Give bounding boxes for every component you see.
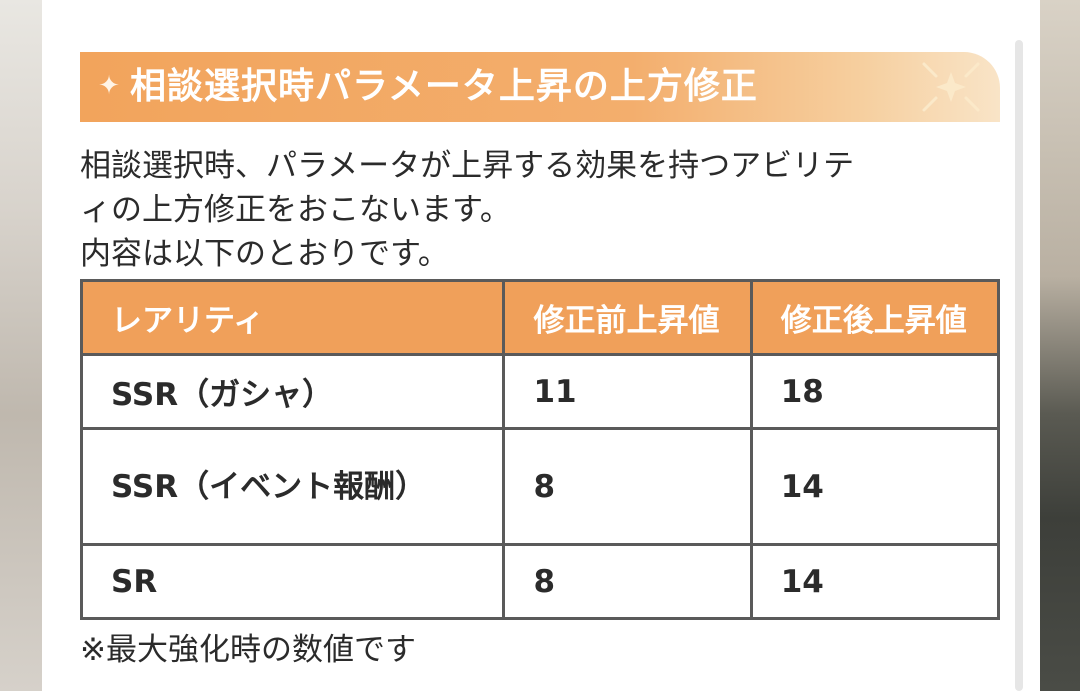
sparkle-icon [922, 62, 980, 112]
column-header-before: 修正前上昇値 [502, 279, 753, 356]
cell-before: 8 [502, 427, 753, 546]
scrollbar[interactable] [1015, 40, 1023, 691]
background-right [1040, 0, 1080, 691]
section-heading: ✦ 相談選択時パラメータ上昇の上方修正 [80, 52, 1000, 122]
description: 相談選択時、パラメータが上昇する効果を持つアビリテ ィの上方修正をおこないます。… [80, 144, 1000, 276]
table-row: SR 8 14 [79, 543, 1001, 620]
cell-before: 8 [502, 543, 753, 620]
table-row: SSR（ガシャ） 11 18 [79, 353, 1001, 430]
table-header-row: レアリティ 修正前上昇値 修正後上昇値 [79, 279, 1001, 356]
parameter-table: レアリティ 修正前上昇値 修正後上昇値 SSR（ガシャ） 11 18 SSR（イ… [79, 279, 1001, 620]
background-left [0, 0, 42, 691]
column-header-rarity: レアリティ [79, 279, 506, 356]
cell-rarity: SR [79, 543, 506, 620]
cell-after: 14 [749, 427, 1001, 546]
description-line: ィの上方修正をおこないます。 [80, 192, 511, 228]
cell-after: 14 [749, 543, 1001, 620]
star-icon: ✦ [98, 71, 120, 101]
cell-rarity: SSR（イベント報酬） [79, 427, 506, 546]
cell-before: 11 [502, 353, 753, 430]
cell-after: 18 [749, 353, 1001, 430]
section-title: 相談選択時パラメータ上昇の上方修正 [130, 66, 758, 107]
cell-rarity: SSR（ガシャ） [79, 353, 506, 430]
column-header-after: 修正後上昇値 [749, 279, 1001, 356]
description-line: 内容は以下のとおりです。 [80, 236, 449, 272]
description-line: 相談選択時、パラメータが上昇する効果を持つアビリテ [80, 148, 855, 184]
table-row: SSR（イベント報酬） 8 14 [79, 427, 1001, 546]
footnote: ※最大強化時の数値です [80, 632, 416, 668]
